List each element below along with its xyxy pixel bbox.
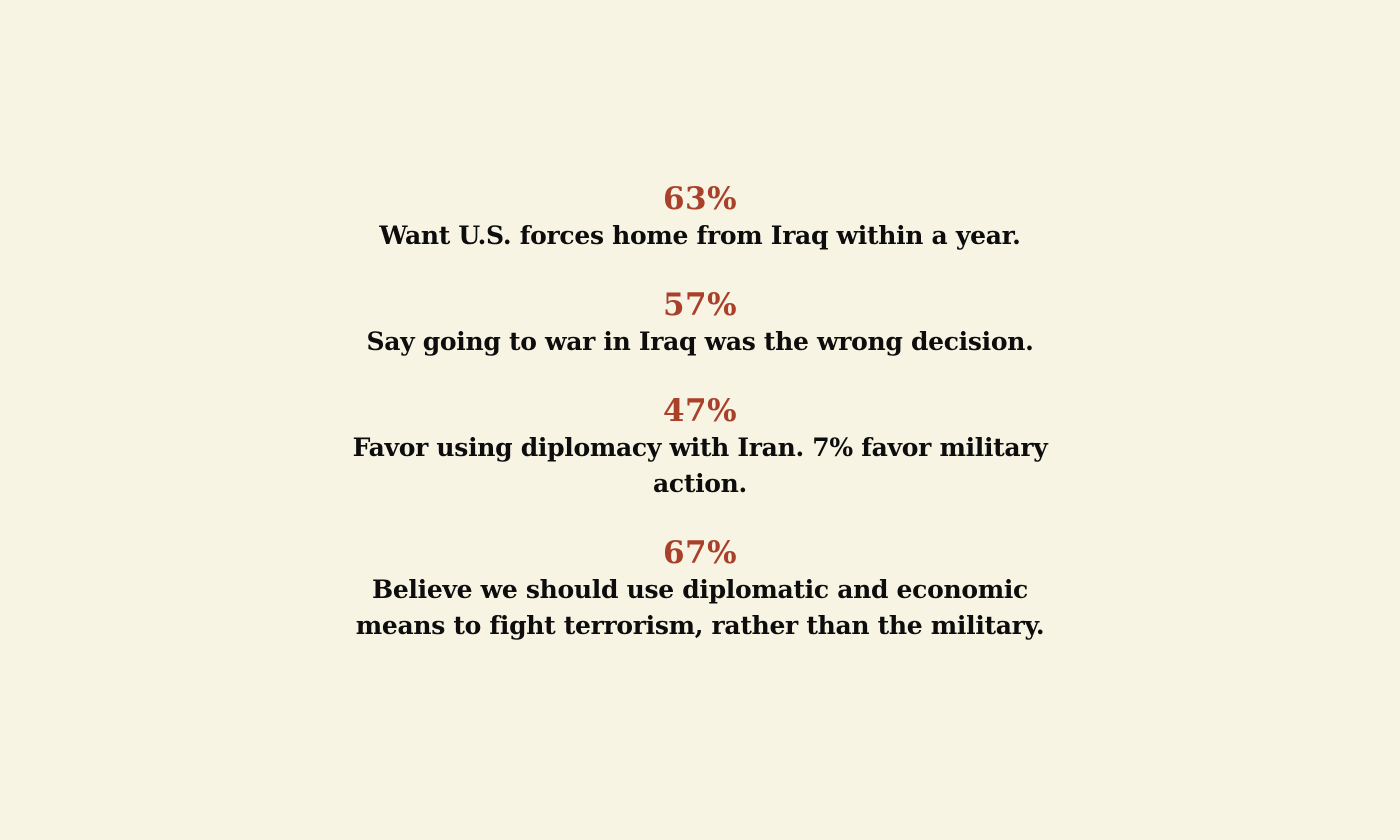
stat-percentage: 63% — [662, 181, 738, 217]
stat-description: Favor using diplomacy with Iran. 7% favo… — [352, 433, 1048, 498]
stat-item: 47% Favor using diplomacy with Iran. 7% … — [340, 392, 1060, 502]
stat-item: 67% Believe we should use diplomatic and… — [340, 534, 1060, 644]
stat-percentage: 67% — [662, 535, 738, 571]
stat-percentage: 47% — [662, 393, 738, 429]
stat-item: 63% Want U.S. forces home from Iraq with… — [340, 180, 1060, 254]
stat-description: Say going to war in Iraq was the wrong d… — [366, 327, 1034, 356]
stat-item: 57% Say going to war in Iraq was the wro… — [340, 286, 1060, 360]
stat-percentage: 57% — [662, 287, 738, 323]
stats-list: 63% Want U.S. forces home from Iraq with… — [340, 180, 1060, 676]
stat-description: Believe we should use diplomatic and eco… — [355, 575, 1045, 640]
stat-description: Want U.S. forces home from Iraq within a… — [379, 221, 1021, 250]
